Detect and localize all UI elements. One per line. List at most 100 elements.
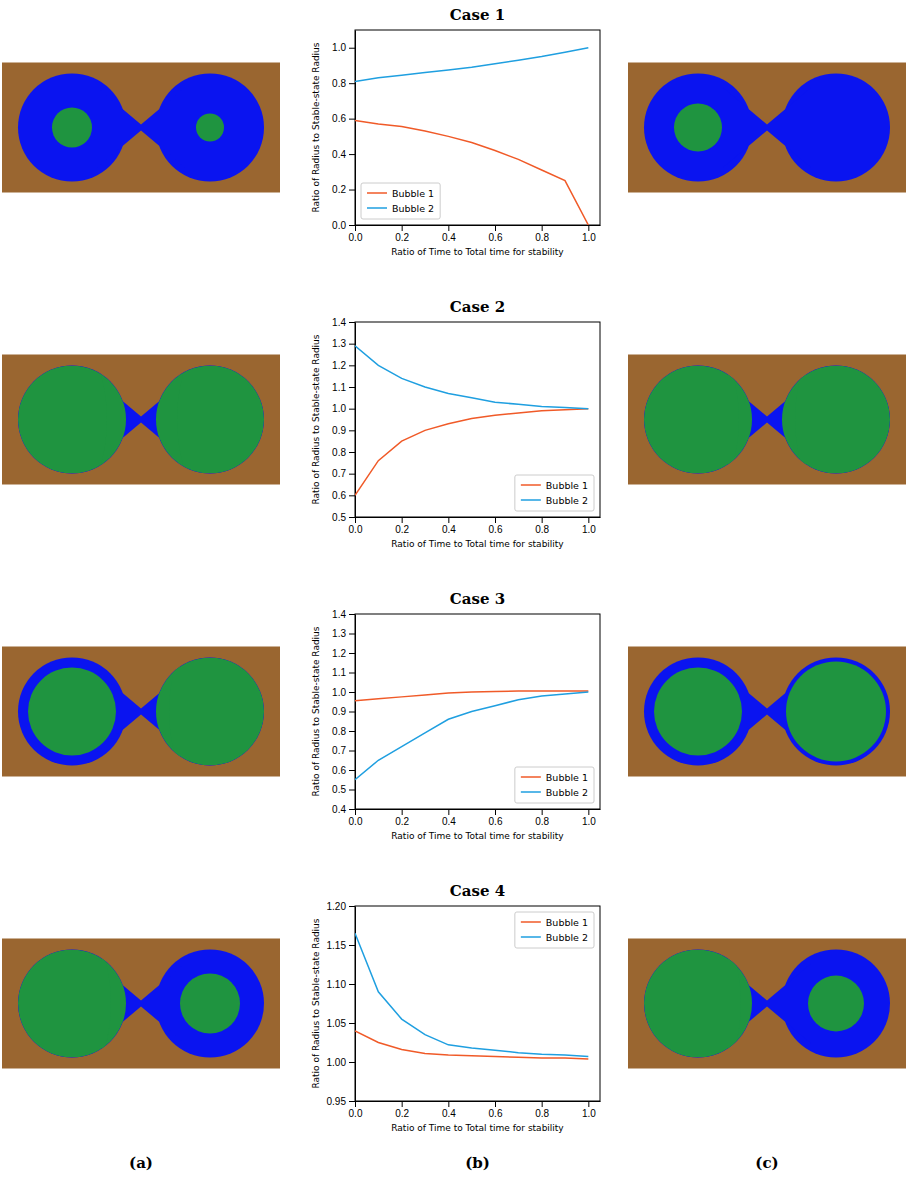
y-tick-mark xyxy=(349,790,355,791)
pore-image-after xyxy=(628,355,906,485)
x-axis-title: Ratio of Time to Total time for stabilit… xyxy=(391,539,564,549)
column-label: (a) xyxy=(129,1154,153,1172)
x-tick: 0.4 xyxy=(442,517,456,535)
y-tick-mark xyxy=(349,751,355,752)
y-tick-label: 0.8 xyxy=(332,447,346,458)
bubble-body xyxy=(156,366,264,474)
y-tick-mark xyxy=(349,452,355,453)
chart: 0.00.20.40.60.81.00.00.20.40.60.81.0Rati… xyxy=(311,30,601,257)
x-tick-label: 0.2 xyxy=(395,1108,409,1119)
x-tick-mark xyxy=(495,225,496,231)
x-tick: 0.4 xyxy=(442,1101,456,1119)
y-tick-mark xyxy=(349,517,355,518)
y-tick-mark xyxy=(349,614,355,615)
bubble-body xyxy=(18,366,126,474)
x-tick: 0.4 xyxy=(442,225,456,243)
x-tick-label: 0.8 xyxy=(535,816,549,827)
y-tick: 1.0 xyxy=(332,42,355,53)
column-label: (b) xyxy=(465,1154,490,1172)
y-tick-label: 1.0 xyxy=(332,403,346,414)
y-tick: 0.0 xyxy=(332,220,355,231)
x-tick-mark xyxy=(588,225,589,231)
legend: Bubble 1 Bubble 2 xyxy=(361,183,440,219)
lines xyxy=(355,48,588,225)
x-tick-mark xyxy=(355,1101,356,1107)
x-tick-label: 0.8 xyxy=(535,232,549,243)
legend-box xyxy=(515,475,594,511)
x-tick-mark xyxy=(402,1101,403,1107)
x-tick: 0.8 xyxy=(535,809,549,827)
series-line xyxy=(355,691,588,701)
y-tick: 0.9 xyxy=(332,706,355,717)
bubble-body xyxy=(156,658,264,766)
bubble-body xyxy=(782,366,890,474)
x-tick-label: 1.0 xyxy=(582,524,596,535)
x-tick: 0.0 xyxy=(349,517,363,535)
x-axis-title: Ratio of Time to Total time for stabilit… xyxy=(391,831,564,841)
bubble xyxy=(28,668,116,756)
x-tick-mark xyxy=(402,225,403,231)
pore-body xyxy=(644,366,752,474)
x-tick-mark xyxy=(355,225,356,231)
y-tick-label: 0.9 xyxy=(332,706,346,717)
chart-title: Case 3 xyxy=(450,590,505,608)
lines xyxy=(355,346,588,496)
y-tick-mark xyxy=(349,154,355,155)
x-tick: 0.6 xyxy=(489,225,503,243)
y-tick: 1.4 xyxy=(332,609,355,620)
y-tick-label: 0.9 xyxy=(332,425,346,436)
legend-label: Bubble 2 xyxy=(392,203,434,214)
lines xyxy=(355,933,588,1059)
x-tick: 1.0 xyxy=(582,225,596,243)
x-tick-mark xyxy=(495,1101,496,1107)
y-tick-mark xyxy=(349,48,355,49)
y-tick-mark xyxy=(349,344,355,345)
rock xyxy=(2,355,280,485)
y-tick-mark xyxy=(349,365,355,366)
y-axis-title: Ratio of Radius to Stable-state Radius xyxy=(311,334,321,504)
lines xyxy=(355,691,588,780)
bubble-neck xyxy=(177,375,183,465)
y-tick: 1.3 xyxy=(332,338,355,349)
chart-title: Case 1 xyxy=(450,6,505,24)
rock xyxy=(2,63,280,193)
pore xyxy=(18,74,264,182)
chart: 0.00.20.40.60.81.00.50.60.70.80.91.01.11… xyxy=(311,317,601,549)
x-tick: 0.8 xyxy=(535,517,549,535)
x-tick: 0.2 xyxy=(395,809,409,827)
y-tick: 0.5 xyxy=(332,512,355,523)
y-tick-mark xyxy=(349,474,355,475)
x-tick-label: 0.6 xyxy=(489,1108,503,1119)
legend-box xyxy=(515,767,594,803)
pore-image-before xyxy=(2,355,280,485)
legend-swatch xyxy=(521,776,541,778)
pore xyxy=(18,366,264,474)
pore-body xyxy=(782,366,890,474)
y-tick-mark xyxy=(349,692,355,693)
bubble xyxy=(156,366,264,474)
x-tick: 0.0 xyxy=(349,225,363,243)
y-tick-label: 0.8 xyxy=(332,726,346,737)
pore-body xyxy=(18,366,126,474)
x-tick-mark xyxy=(542,225,543,231)
y-axis: 0.00.20.40.60.81.0 xyxy=(332,31,355,231)
x-tick-label: 0.0 xyxy=(349,1108,363,1119)
pore-image-after xyxy=(628,939,906,1069)
x-tick-mark xyxy=(588,809,589,815)
y-tick-label: 1.05 xyxy=(327,1018,347,1029)
plot-frame xyxy=(355,906,600,1101)
y-tick-label: 0.5 xyxy=(332,512,346,523)
y-axis-title: Ratio of Radius to Stable-state Radius xyxy=(311,626,321,796)
x-tick-label: 0.0 xyxy=(349,524,363,535)
legend-label: Bubble 1 xyxy=(392,188,434,199)
bubble xyxy=(52,108,92,148)
y-tick: 1.15 xyxy=(327,940,355,951)
y-tick-label: 0.6 xyxy=(332,113,346,124)
legend: Bubble 1Bubble 2 xyxy=(515,475,594,511)
y-tick-mark xyxy=(349,430,355,431)
x-tick-mark xyxy=(495,809,496,815)
bubble-body xyxy=(18,950,126,1058)
x-tick: 0.4 xyxy=(442,809,456,827)
pore-body xyxy=(18,658,126,766)
bubble xyxy=(808,976,864,1032)
